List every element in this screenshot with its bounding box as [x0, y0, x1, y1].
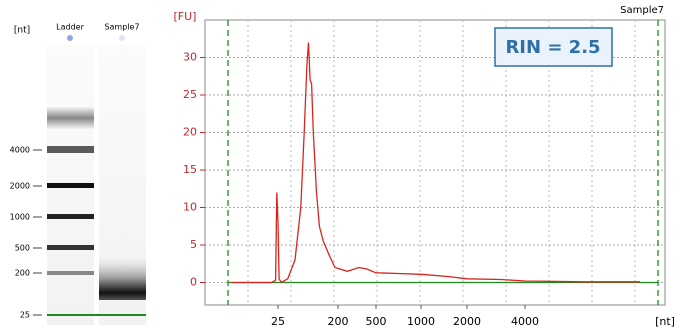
gel-tick-label: 200	[15, 269, 30, 278]
y-tick-label: 15	[183, 163, 197, 176]
band	[99, 252, 146, 300]
lane-label: Sample7	[104, 23, 139, 32]
chart-title: Sample7	[620, 5, 664, 16]
plot-area	[205, 20, 665, 305]
gel-tick-label: 1000	[10, 213, 30, 222]
y-axis-label: [FU]	[174, 10, 197, 23]
gel-tick-label: 500	[15, 244, 30, 253]
gel-tick-label: 25	[20, 311, 30, 320]
y-tick-label: 20	[183, 126, 197, 139]
gel-image: [nt] Ladder Sample7 4000 2000 1000 500 200 25	[0, 0, 160, 334]
lane-label: Ladder	[56, 23, 84, 32]
y-tick-label: 30	[183, 51, 197, 64]
y-tick-label: 0	[190, 276, 197, 289]
lane-dot	[119, 35, 125, 41]
band	[47, 271, 94, 275]
x-tick-label: 1000	[407, 315, 435, 328]
x-axis-label: [nt]	[655, 315, 675, 328]
annotation: RIN = 2.5	[505, 37, 600, 58]
x-tick-label: 200	[328, 315, 349, 328]
band	[47, 245, 94, 250]
gel-tick-label: 2000	[10, 182, 30, 191]
y-tick-label: 10	[183, 201, 197, 214]
gel-axis-label: [nt]	[14, 26, 30, 36]
marker-band	[47, 314, 146, 316]
band	[47, 146, 94, 153]
gel-tick-label: 4000	[10, 146, 30, 155]
lane-dot	[67, 35, 73, 41]
trace	[232, 43, 641, 283]
x-tick-label: 25	[271, 315, 285, 328]
band	[47, 214, 94, 219]
x-tick-label: 500	[366, 315, 387, 328]
y-tick-label: 5	[190, 238, 197, 251]
band	[47, 183, 94, 188]
x-tick-label: 4000	[511, 315, 539, 328]
band	[47, 106, 94, 130]
x-tick-label: 2000	[453, 315, 481, 328]
rin-box	[495, 28, 612, 66]
screenshot: [nt] Ladder Sample7 40002000100050020025…	[0, 0, 685, 334]
y-tick-label: 25	[183, 88, 197, 101]
